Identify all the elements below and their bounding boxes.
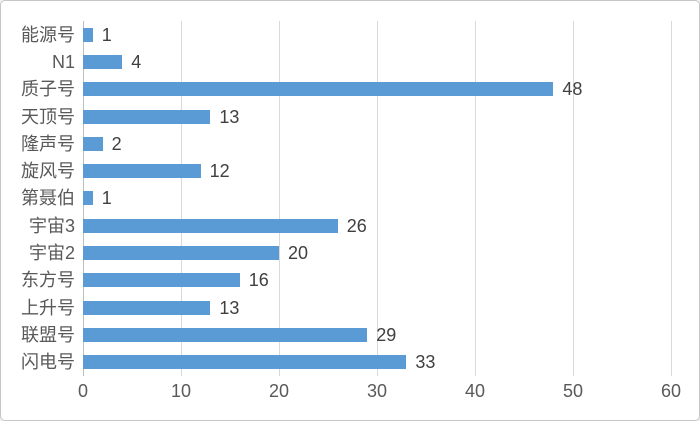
x-tick-label: 20 — [268, 381, 290, 401]
bar-row: 16 — [83, 267, 671, 294]
category-label: 旋风号 — [21, 161, 75, 182]
bar — [83, 27, 93, 42]
value-label: 13 — [219, 106, 240, 127]
category-label: 第聂伯 — [21, 188, 75, 209]
bar-row: 29 — [83, 321, 671, 348]
value-label: 26 — [346, 215, 367, 236]
bar — [83, 109, 211, 124]
gridline — [475, 21, 476, 376]
value-label: 13 — [219, 297, 240, 318]
bar — [83, 54, 123, 69]
bar — [83, 355, 407, 370]
category-label: 宇宙2 — [28, 243, 75, 264]
value-label: 4 — [131, 51, 142, 72]
category-axis: 能源号 N1 质子号天顶号隆声号旋风号第聂伯宇宙3 宇宙2 东方号上升号联盟号闪电号 — [1, 21, 75, 376]
x-tick-label: 60 — [660, 381, 682, 401]
value-label: 29 — [376, 325, 397, 346]
bar-row: 26 — [83, 212, 671, 239]
gridline — [279, 21, 280, 376]
bar-row: 1 — [83, 21, 671, 48]
gridline — [181, 21, 182, 376]
category-label: 上升号 — [21, 297, 75, 318]
bar-row: 48 — [83, 76, 671, 103]
bar-row: 33 — [83, 349, 671, 376]
x-tick-label: 0 — [77, 381, 89, 401]
bar-row: 13 — [83, 294, 671, 321]
value-label: 1 — [101, 24, 112, 45]
bar — [83, 164, 201, 179]
gridline — [573, 21, 574, 376]
category-label: 隆声号 — [21, 133, 75, 154]
x-tick-label: 10 — [170, 381, 192, 401]
bar — [83, 191, 93, 206]
value-label: 16 — [248, 270, 269, 291]
bar — [83, 273, 240, 288]
value-axis: 0 10 20 30 40 50 60 — [78, 381, 681, 406]
category-label: N1 — [51, 51, 75, 72]
bar-row: 1 — [83, 185, 671, 212]
value-label: 1 — [101, 188, 112, 209]
category-label: 联盟号 — [21, 325, 75, 346]
bar-row: 4 — [83, 48, 671, 75]
bar-row: 12 — [83, 158, 671, 185]
bar — [83, 218, 338, 233]
plot-area: 1 4 48 13 2 12 1 26 20 16 13 29 33 — [83, 21, 672, 376]
value-label: 20 — [288, 243, 309, 264]
bar — [83, 328, 368, 343]
bar — [83, 246, 279, 261]
bar — [83, 136, 103, 151]
bar-row: 20 — [83, 239, 671, 266]
category-label: 能源号 — [21, 24, 75, 45]
x-tick-label: 50 — [562, 381, 584, 401]
value-label: 33 — [415, 352, 436, 373]
value-label: 2 — [111, 133, 122, 154]
value-label: 48 — [562, 79, 583, 100]
category-label: 质子号 — [21, 79, 75, 100]
gridline — [671, 21, 672, 376]
category-label: 天顶号 — [21, 106, 75, 127]
bar — [83, 82, 554, 97]
x-tick-label: 30 — [366, 381, 388, 401]
bar-row: 2 — [83, 130, 671, 157]
category-label: 宇宙3 — [28, 215, 75, 236]
category-label: 闪电号 — [21, 352, 75, 373]
value-label: 12 — [209, 161, 230, 182]
x-tick-label: 40 — [464, 381, 486, 401]
category-label: 东方号 — [21, 270, 75, 291]
gridline — [377, 21, 378, 376]
bar — [83, 300, 211, 315]
bar-row: 13 — [83, 103, 671, 130]
